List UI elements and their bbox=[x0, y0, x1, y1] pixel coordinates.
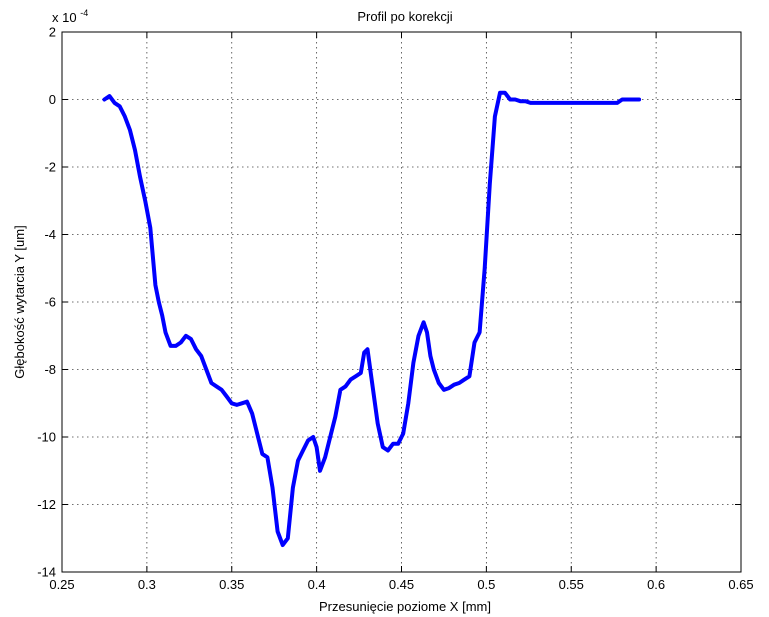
x-tick-label: 0.3 bbox=[138, 577, 156, 592]
profile-series-line bbox=[102, 90, 642, 547]
y-axis-label: Głębokość wytarcia Y [um] bbox=[12, 225, 27, 378]
y-tick-label: 0 bbox=[49, 92, 56, 107]
y-tick-label: -10 bbox=[37, 430, 56, 445]
y-tick-label: -4 bbox=[44, 227, 56, 242]
plot-frame bbox=[61, 31, 742, 573]
x-tick-label: 0.6 bbox=[647, 577, 665, 592]
x-tick-label: 0.4 bbox=[308, 577, 326, 592]
y-tick-label: -14 bbox=[37, 565, 56, 580]
chart-title: Profil po korekcji bbox=[357, 9, 452, 24]
x-tick-label: 0.5 bbox=[477, 577, 495, 592]
y-tick-label: -2 bbox=[44, 160, 56, 175]
tick-labels: 0.25 0.3 0.35 0.4 0.45 0.5 0.55 0.6 0.65 -14 -12 -1… bbox=[37, 25, 753, 593]
x-tick-label: 0.55 bbox=[559, 577, 584, 592]
y-tick-label: -6 bbox=[44, 295, 56, 310]
data-series bbox=[102, 90, 642, 547]
x-axis-label: Przesunięcie poziome X [mm] bbox=[319, 599, 491, 614]
x-tick-label: 0.25 bbox=[49, 577, 74, 592]
x-tick-label: 0.45 bbox=[389, 577, 414, 592]
y-multiplier-label: x 10 -4 bbox=[52, 8, 88, 25]
y-tick-label: -12 bbox=[37, 497, 56, 512]
x-tick-label: 0.65 bbox=[728, 577, 753, 592]
y-tick-label: 2 bbox=[49, 25, 56, 40]
y-multiplier-exponent: -4 bbox=[80, 8, 88, 18]
y-multiplier-base: x 10 bbox=[52, 10, 77, 25]
x-tick-label: 0.35 bbox=[219, 577, 244, 592]
y-tick-label: -8 bbox=[44, 362, 56, 377]
grid-lines bbox=[61, 31, 742, 573]
